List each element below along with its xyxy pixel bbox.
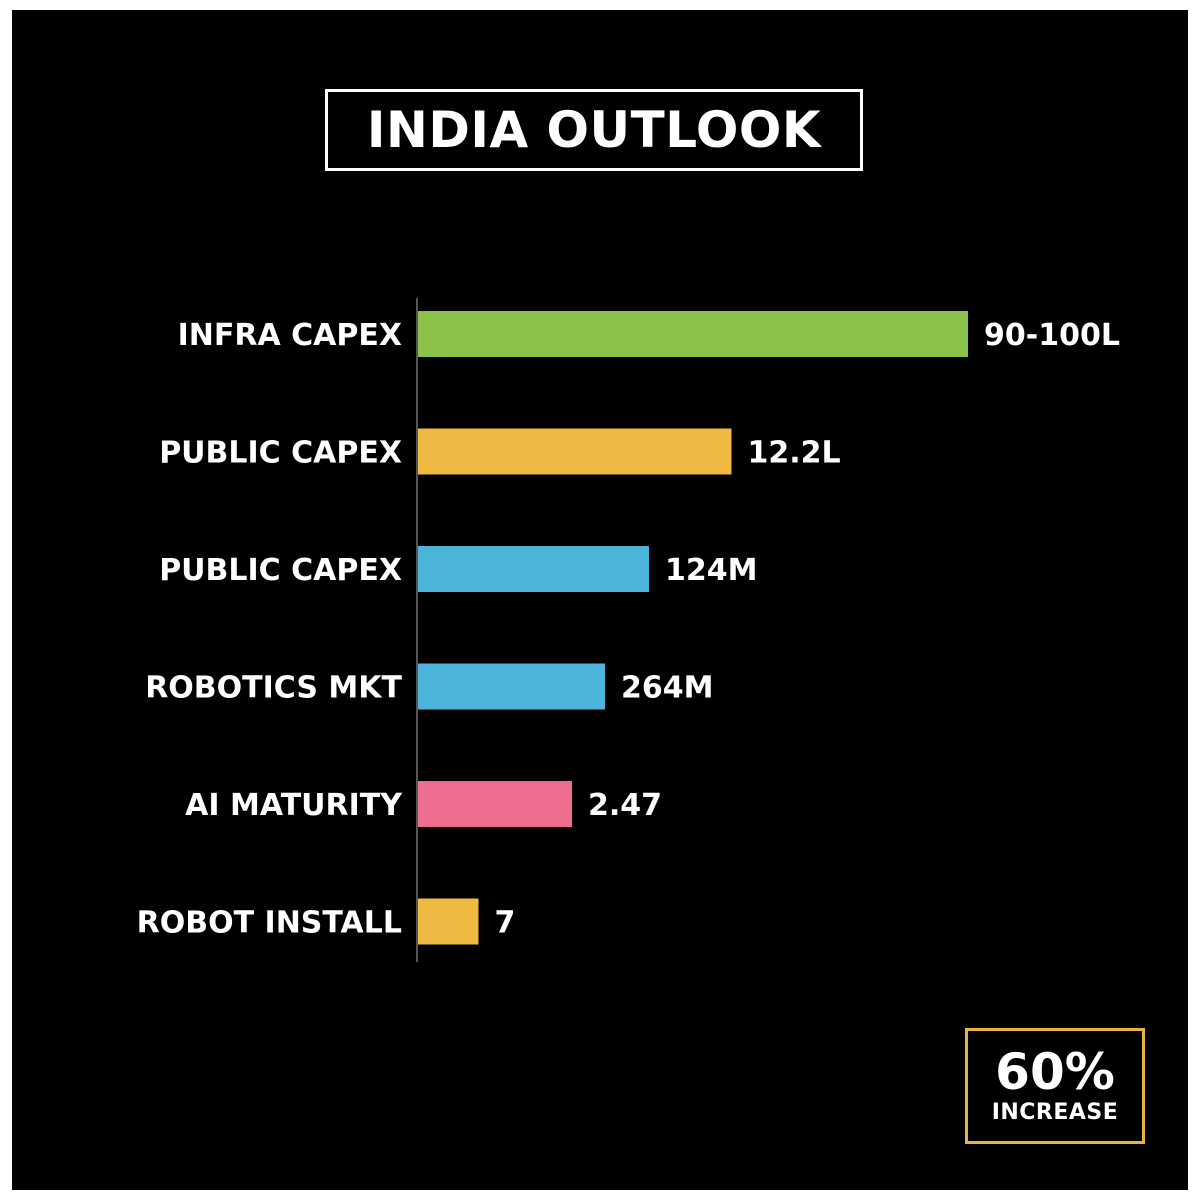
value-label-2: 124M bbox=[665, 553, 757, 588]
badge-label: INCREASE bbox=[991, 1100, 1119, 1125]
bar-2 bbox=[418, 546, 649, 592]
category-label-1: PUBLIC CAPEX bbox=[159, 436, 402, 471]
increase-badge: 60% INCREASE bbox=[965, 1028, 1145, 1144]
category-label-2: PUBLIC CAPEX bbox=[159, 553, 402, 588]
value-label-0: 90-100L bbox=[984, 318, 1120, 353]
bar-5 bbox=[418, 898, 479, 945]
category-label-3: ROBOTICS MKT bbox=[145, 671, 402, 706]
category-label-4: AI MATURITY bbox=[185, 788, 403, 823]
value-label-4: 2.47 bbox=[588, 788, 662, 823]
bar-1 bbox=[418, 428, 732, 475]
category-label-5: ROBOT INSTALL bbox=[137, 906, 402, 941]
chart-title: INDIA OUTLOOK bbox=[325, 89, 863, 171]
chart-title-text: INDIA OUTLOOK bbox=[366, 101, 822, 159]
chart-canvas bbox=[12, 10, 1188, 1190]
bar-4 bbox=[418, 781, 572, 827]
badge-value: 60% bbox=[995, 1043, 1115, 1101]
value-label-1: 12.2L bbox=[748, 436, 841, 471]
bars-group: INFRA CAPEX 90-100L PUBLIC CAPEX 12.2L PUBLI… bbox=[137, 311, 1120, 945]
bar-0 bbox=[418, 311, 968, 357]
bar-3 bbox=[418, 663, 605, 710]
value-label-3: 264M bbox=[621, 671, 713, 706]
category-label-0: INFRA CAPEX bbox=[178, 318, 402, 353]
value-label-5: 7 bbox=[495, 906, 516, 941]
